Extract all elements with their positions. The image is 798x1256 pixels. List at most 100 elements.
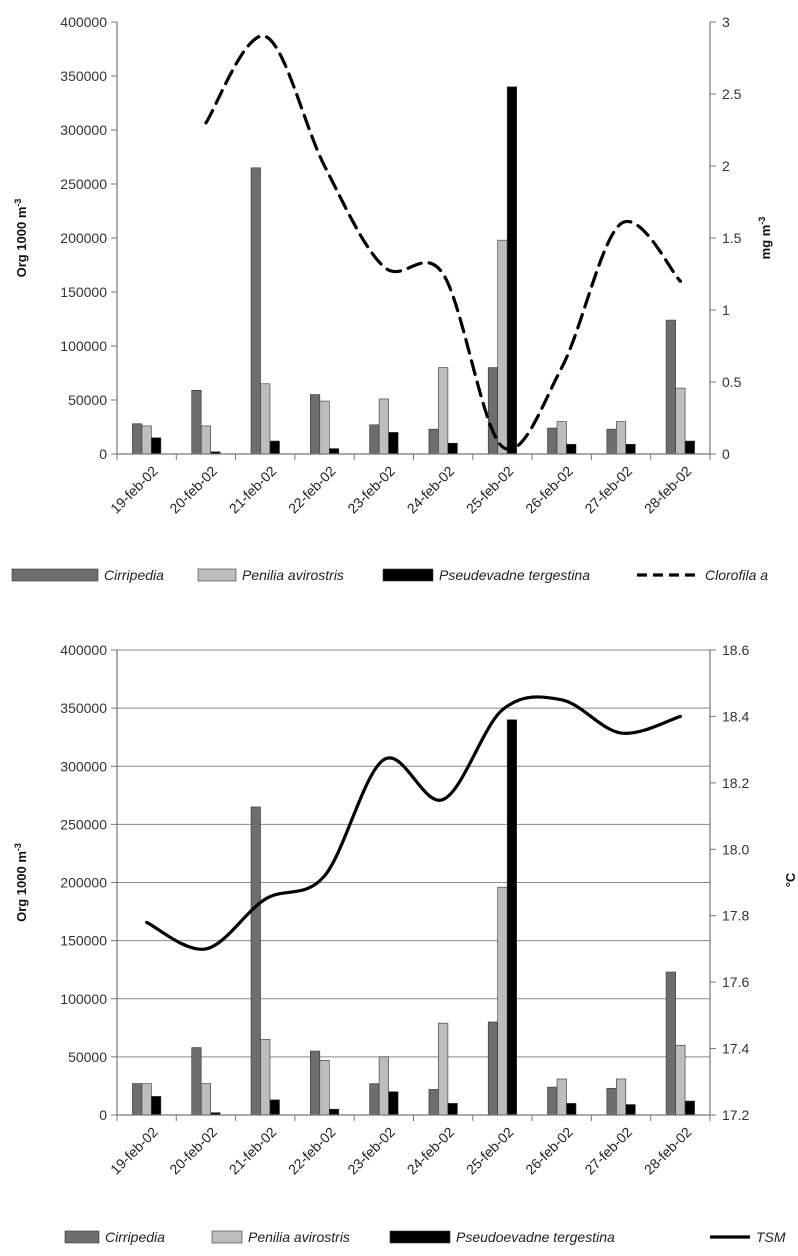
- c1-bar-penilia-avirostris-3: [319, 1060, 330, 1116]
- c0-y2tick-label-2: 1: [722, 302, 730, 318]
- c1-bar-pseudoevadne-tergestina-9: [684, 1100, 695, 1116]
- c1-legend-label-1: Penilia avirostris: [248, 1229, 350, 1245]
- c1-bar-pseudoevadne-tergestina-7: [566, 1103, 577, 1116]
- c0-bar-pseudevadne-tergestina-8: [625, 443, 636, 455]
- c1-bar-penilia-avirostris-5: [438, 1022, 449, 1116]
- c0-ytick-label-7: 350000: [60, 68, 107, 84]
- c1-bar-cirripedia-3: [310, 1050, 321, 1116]
- c0-bar-penilia-avirostris-5: [438, 367, 449, 455]
- c1-legend-swatch-2: [389, 1230, 451, 1244]
- chart-top-svg: 0 50000 100000 150000 200000 250000 300000 3500…: [11, 14, 773, 583]
- c0-legend-label-2: Pseudevadne tergestina: [439, 567, 590, 583]
- c0-y2label: mg m-3: [757, 217, 773, 260]
- c1-bar-cirripedia-0: [132, 1083, 143, 1116]
- c1-ylabel: Org 1000 m-3: [13, 843, 29, 922]
- c1-bar-penilia-avirostris-2: [260, 1039, 271, 1116]
- c1-bar-penilia-avirostris-1: [200, 1083, 211, 1116]
- c0-bar-cirripedia-8: [606, 428, 617, 455]
- c1-bar-pseudoevadne-tergestina-2: [269, 1099, 280, 1116]
- c1-y2tick-label-3: 17.8: [722, 908, 749, 924]
- c0-xtick-label-6: 25-feb-02: [463, 463, 517, 517]
- chart-bottom-svg: 0 50000 100000 150000 200000 250000 300000 3500…: [13, 642, 798, 1245]
- c0-bar-pseudevadne-tergestina-3: [328, 448, 340, 455]
- c0-xtick-label-3: 22-feb-02: [285, 463, 339, 517]
- chart-bottom: 0 50000 100000 150000 200000 250000 300000 3500…: [0, 630, 798, 1251]
- c1-y2tick-label-6: 18.4: [722, 708, 749, 724]
- c1-xtick-label-2: 21-feb-02: [226, 1124, 280, 1178]
- c1-bar-cirripedia-2: [250, 806, 261, 1116]
- c0-bar-cirripedia-9: [665, 319, 676, 455]
- c1-bar-cirripedia-9: [665, 971, 676, 1116]
- c1-xtick-label-0: 19-feb-02: [107, 1124, 161, 1178]
- c0-y2tick-label-4: 2: [722, 158, 730, 174]
- c1-bar-penilia-avirostris-7: [556, 1078, 567, 1116]
- c0-xtick-label-0: 19-feb-02: [107, 463, 161, 517]
- c1-ytick-label-3: 150000: [60, 933, 107, 949]
- c0-ytick-label-3: 150000: [60, 284, 107, 300]
- c1-bar-penilia-avirostris-6: [497, 886, 508, 1116]
- c0-y2tick-label-6: 3: [722, 14, 730, 30]
- c1-xtick-label-5: 24-feb-02: [404, 1124, 458, 1178]
- c0-bar-penilia-avirostris-7: [556, 421, 567, 455]
- c1-ytick-label-5: 250000: [60, 816, 107, 832]
- c1-bar-penilia-avirostris-8: [616, 1078, 627, 1116]
- c0-bar-penilia-avirostris-8: [616, 421, 627, 455]
- c0-bar-pseudevadne-tergestina-2: [269, 440, 280, 455]
- c0-xtick-label-8: 27-feb-02: [581, 463, 635, 517]
- c1-xtick-label-6: 25-feb-02: [463, 1124, 517, 1178]
- c0-legend-label-1: Penilia avirostris: [242, 567, 344, 583]
- c0-bar-pseudevadne-tergestina-5: [447, 442, 458, 455]
- c0-ytick-label-0: 0: [99, 446, 107, 462]
- c0-ylabel: Org 1000 m-3: [13, 199, 29, 278]
- c0-bar-penilia-avirostris-3: [319, 400, 330, 455]
- c0-xtick-label-7: 26-feb-02: [522, 463, 576, 517]
- c1-xtick-label-9: 28-feb-02: [641, 1124, 695, 1178]
- c0-ytick-label-5: 250000: [60, 176, 107, 192]
- c1-y2tick-label-4: 18.0: [722, 841, 749, 857]
- c1-legend-swatch-0: [64, 1230, 100, 1244]
- c1-ytick-label-0: 0: [99, 1107, 107, 1123]
- c1-y2label: °C: [783, 872, 798, 887]
- c0-bar-cirripedia-4: [369, 424, 380, 455]
- c0-legend-swatch-2: [382, 568, 434, 582]
- c0-bar-cirripedia-6: [487, 367, 499, 455]
- c1-bar-cirripedia-7: [547, 1086, 558, 1116]
- c1-xtick-label-3: 22-feb-02: [285, 1124, 339, 1178]
- c1-bar-cirripedia-6: [487, 1021, 499, 1116]
- c1-y2tick-label-5: 18.2: [722, 775, 749, 791]
- c0-bar-pseudevadne-tergestina-4: [388, 432, 399, 455]
- c1-y2tick-label-2: 17.6: [722, 974, 749, 990]
- c0-bar-penilia-avirostris-6: [497, 239, 508, 455]
- c1-bar-pseudoevadne-tergestina-4: [388, 1091, 399, 1116]
- c1-bar-pseudoevadne-tergestina-8: [625, 1104, 636, 1116]
- c0-bar-cirripedia-2: [250, 167, 261, 455]
- c0-xtick-label-9: 28-feb-02: [641, 463, 695, 517]
- c1-ytick-label-8: 400000: [60, 642, 107, 658]
- c0-y2tick-label-0: 0: [722, 446, 730, 462]
- c0-xtick-label-2: 21-feb-02: [226, 463, 280, 517]
- c0-legend-swatch-1: [197, 568, 237, 582]
- chart-top: 0 50000 100000 150000 200000 250000 300000 3500…: [0, 0, 798, 600]
- c1-legend-label-3: TSM: [756, 1229, 786, 1245]
- c0-bar-pseudevadne-tergestina-9: [684, 440, 695, 455]
- c1-bar-penilia-avirostris-9: [675, 1044, 686, 1116]
- c0-xtick-label-5: 24-feb-02: [404, 463, 458, 517]
- c0-bar-cirripedia-3: [310, 394, 321, 455]
- c0-ytick-label-1: 50000: [68, 392, 107, 408]
- c1-bar-cirripedia-5: [428, 1089, 439, 1116]
- c0-bar-penilia-avirostris-9: [675, 387, 686, 455]
- c1-ytick-label-2: 100000: [60, 991, 107, 1007]
- c1-line-tsm: [145, 695, 682, 951]
- c1-y2tick-label-7: 18.6: [722, 642, 749, 658]
- c1-xtick-label-7: 26-feb-02: [522, 1124, 576, 1178]
- c0-line-clorofila-a: [204, 34, 682, 451]
- c0-legend-swatch-0: [11, 568, 99, 582]
- c1-bar-pseudoevadne-tergestina-3: [328, 1108, 340, 1116]
- c1-bar-penilia-avirostris-4: [378, 1056, 389, 1116]
- c0-bar-penilia-avirostris-0: [141, 425, 152, 455]
- c0-xtick-label-1: 20-feb-02: [166, 463, 220, 517]
- c1-legend-label-0: Cirripedia: [105, 1229, 165, 1245]
- c1-bar-pseudoevadne-tergestina-6: [506, 719, 517, 1116]
- c0-bar-penilia-avirostris-1: [200, 425, 211, 455]
- c1-bar-cirripedia-1: [191, 1047, 202, 1116]
